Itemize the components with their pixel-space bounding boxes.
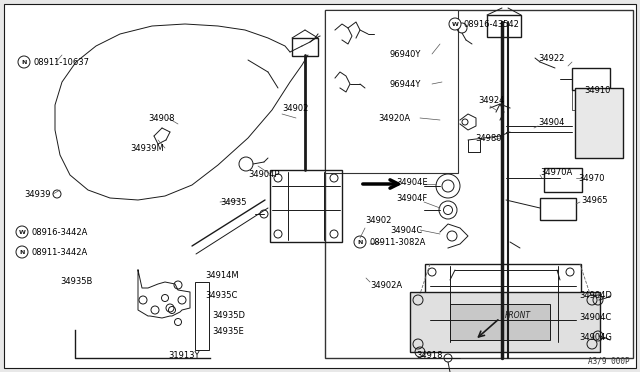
- Circle shape: [354, 236, 366, 248]
- Circle shape: [16, 246, 28, 258]
- Bar: [325, 10, 633, 358]
- Text: 34922: 34922: [538, 54, 564, 62]
- Text: 34918: 34918: [416, 352, 442, 360]
- Text: 34935B: 34935B: [60, 278, 92, 286]
- Bar: [425, 264, 581, 344]
- Text: 34904P: 34904P: [248, 170, 280, 179]
- Text: 34970A: 34970A: [540, 167, 572, 176]
- Text: 34980: 34980: [475, 134, 502, 142]
- Text: A3/9 000P: A3/9 000P: [588, 357, 630, 366]
- Bar: [544, 168, 582, 192]
- Text: 34904G: 34904G: [579, 334, 612, 343]
- Circle shape: [53, 190, 61, 198]
- Text: 34935E: 34935E: [212, 327, 244, 337]
- Text: 34914M: 34914M: [205, 272, 239, 280]
- Text: 08911-3082A: 08911-3082A: [369, 237, 426, 247]
- Circle shape: [239, 157, 253, 171]
- Circle shape: [18, 56, 30, 68]
- Text: 34970: 34970: [579, 173, 605, 183]
- Bar: [195, 282, 209, 350]
- Text: 08916-43542: 08916-43542: [464, 19, 520, 29]
- Text: 08911-10637: 08911-10637: [33, 58, 89, 67]
- Circle shape: [16, 226, 28, 238]
- Bar: [450, 304, 550, 340]
- Bar: [270, 170, 342, 242]
- Text: 34935: 34935: [220, 198, 246, 206]
- Text: 34908: 34908: [148, 113, 175, 122]
- Text: 08916-3442A: 08916-3442A: [31, 228, 88, 237]
- Text: W: W: [452, 22, 458, 26]
- Text: 34902: 34902: [365, 215, 392, 224]
- Text: 34904C: 34904C: [580, 314, 612, 323]
- Circle shape: [449, 18, 461, 30]
- Text: 34904F: 34904F: [396, 193, 428, 202]
- Text: 96940Y: 96940Y: [390, 49, 421, 58]
- Text: 34939M: 34939M: [130, 144, 164, 153]
- Text: 34939: 34939: [24, 189, 51, 199]
- Text: 34904C: 34904C: [390, 225, 422, 234]
- Text: 34920A: 34920A: [378, 113, 410, 122]
- Bar: [292, 38, 318, 56]
- Text: 34902A: 34902A: [370, 282, 402, 291]
- Bar: [540, 198, 576, 220]
- Text: 34904: 34904: [538, 118, 564, 126]
- Bar: [325, 10, 458, 173]
- Text: 31913Y: 31913Y: [168, 350, 200, 359]
- Bar: [410, 292, 600, 352]
- Text: 34910: 34910: [584, 86, 611, 94]
- Text: N: N: [19, 250, 25, 254]
- Bar: [572, 68, 610, 90]
- Text: 08911-3442A: 08911-3442A: [31, 247, 87, 257]
- Text: N: N: [357, 240, 363, 244]
- Text: 34935C: 34935C: [205, 292, 237, 301]
- Text: W: W: [19, 230, 26, 234]
- Text: 34904D: 34904D: [579, 292, 612, 301]
- Text: 34965: 34965: [582, 196, 608, 205]
- Text: 34904E: 34904E: [396, 177, 428, 186]
- Text: 96944Y: 96944Y: [390, 80, 421, 89]
- Bar: [487, 15, 521, 37]
- Text: N: N: [21, 60, 27, 64]
- Text: 34902: 34902: [282, 103, 308, 112]
- Bar: [575, 88, 623, 158]
- Text: 34924: 34924: [478, 96, 504, 105]
- Text: 34935D: 34935D: [212, 311, 245, 320]
- Text: FRONT: FRONT: [505, 311, 531, 320]
